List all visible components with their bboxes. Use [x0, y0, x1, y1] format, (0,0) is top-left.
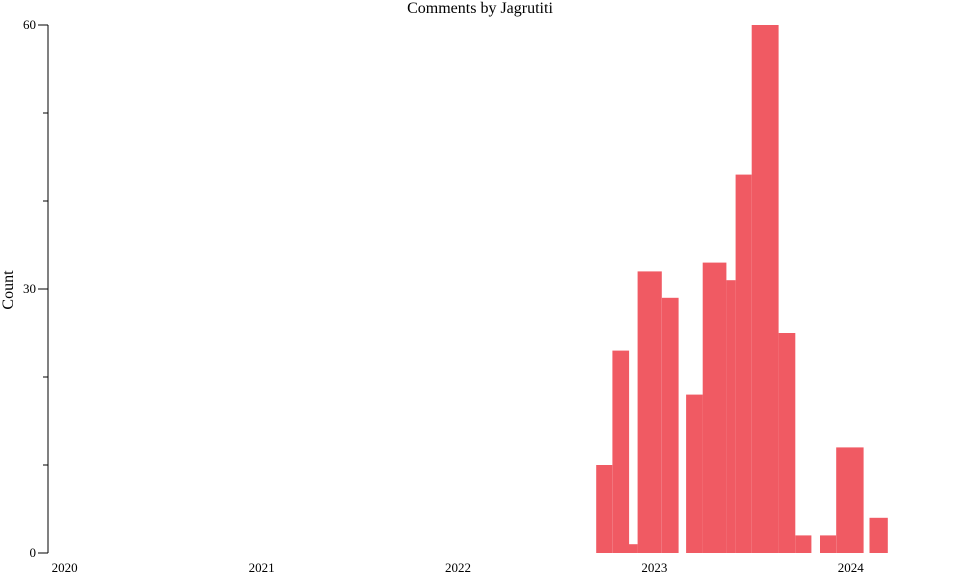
x-tick-label: 2022: [445, 560, 471, 575]
y-tick-label: 30: [23, 281, 36, 296]
x-axis: 2020 2021 2022 2023 2024: [52, 560, 865, 575]
bars-group: [596, 25, 888, 553]
y-tick-label: 60: [23, 17, 36, 32]
y-axis-label: Count: [0, 270, 17, 310]
x-tick-label: 2020: [52, 560, 78, 575]
chart-title: Comments by Jagrutiti: [407, 0, 553, 17]
histogram-bar: [637, 271, 662, 553]
x-tick-label: 2024: [838, 560, 865, 575]
histogram-bar: [820, 535, 837, 553]
histogram-bar: [612, 350, 630, 553]
histogram-bar: [596, 465, 613, 553]
histogram-bar: [735, 174, 752, 553]
histogram-bar: [751, 25, 779, 553]
y-tick-label: 0: [30, 545, 37, 560]
histogram-bar: [869, 517, 888, 553]
histogram-bar: [702, 262, 727, 553]
histogram-bar: [795, 535, 812, 553]
histogram-bar: [778, 333, 796, 553]
y-axis: 0 30 60: [23, 17, 49, 560]
x-tick-label: 2023: [641, 560, 667, 575]
histogram-bar: [726, 280, 736, 553]
x-tick-label: 2021: [249, 560, 275, 575]
histogram-bar: [836, 447, 864, 553]
histogram-bar: [661, 297, 679, 553]
histogram-bar: [686, 394, 703, 553]
histogram-bar: [629, 544, 638, 553]
